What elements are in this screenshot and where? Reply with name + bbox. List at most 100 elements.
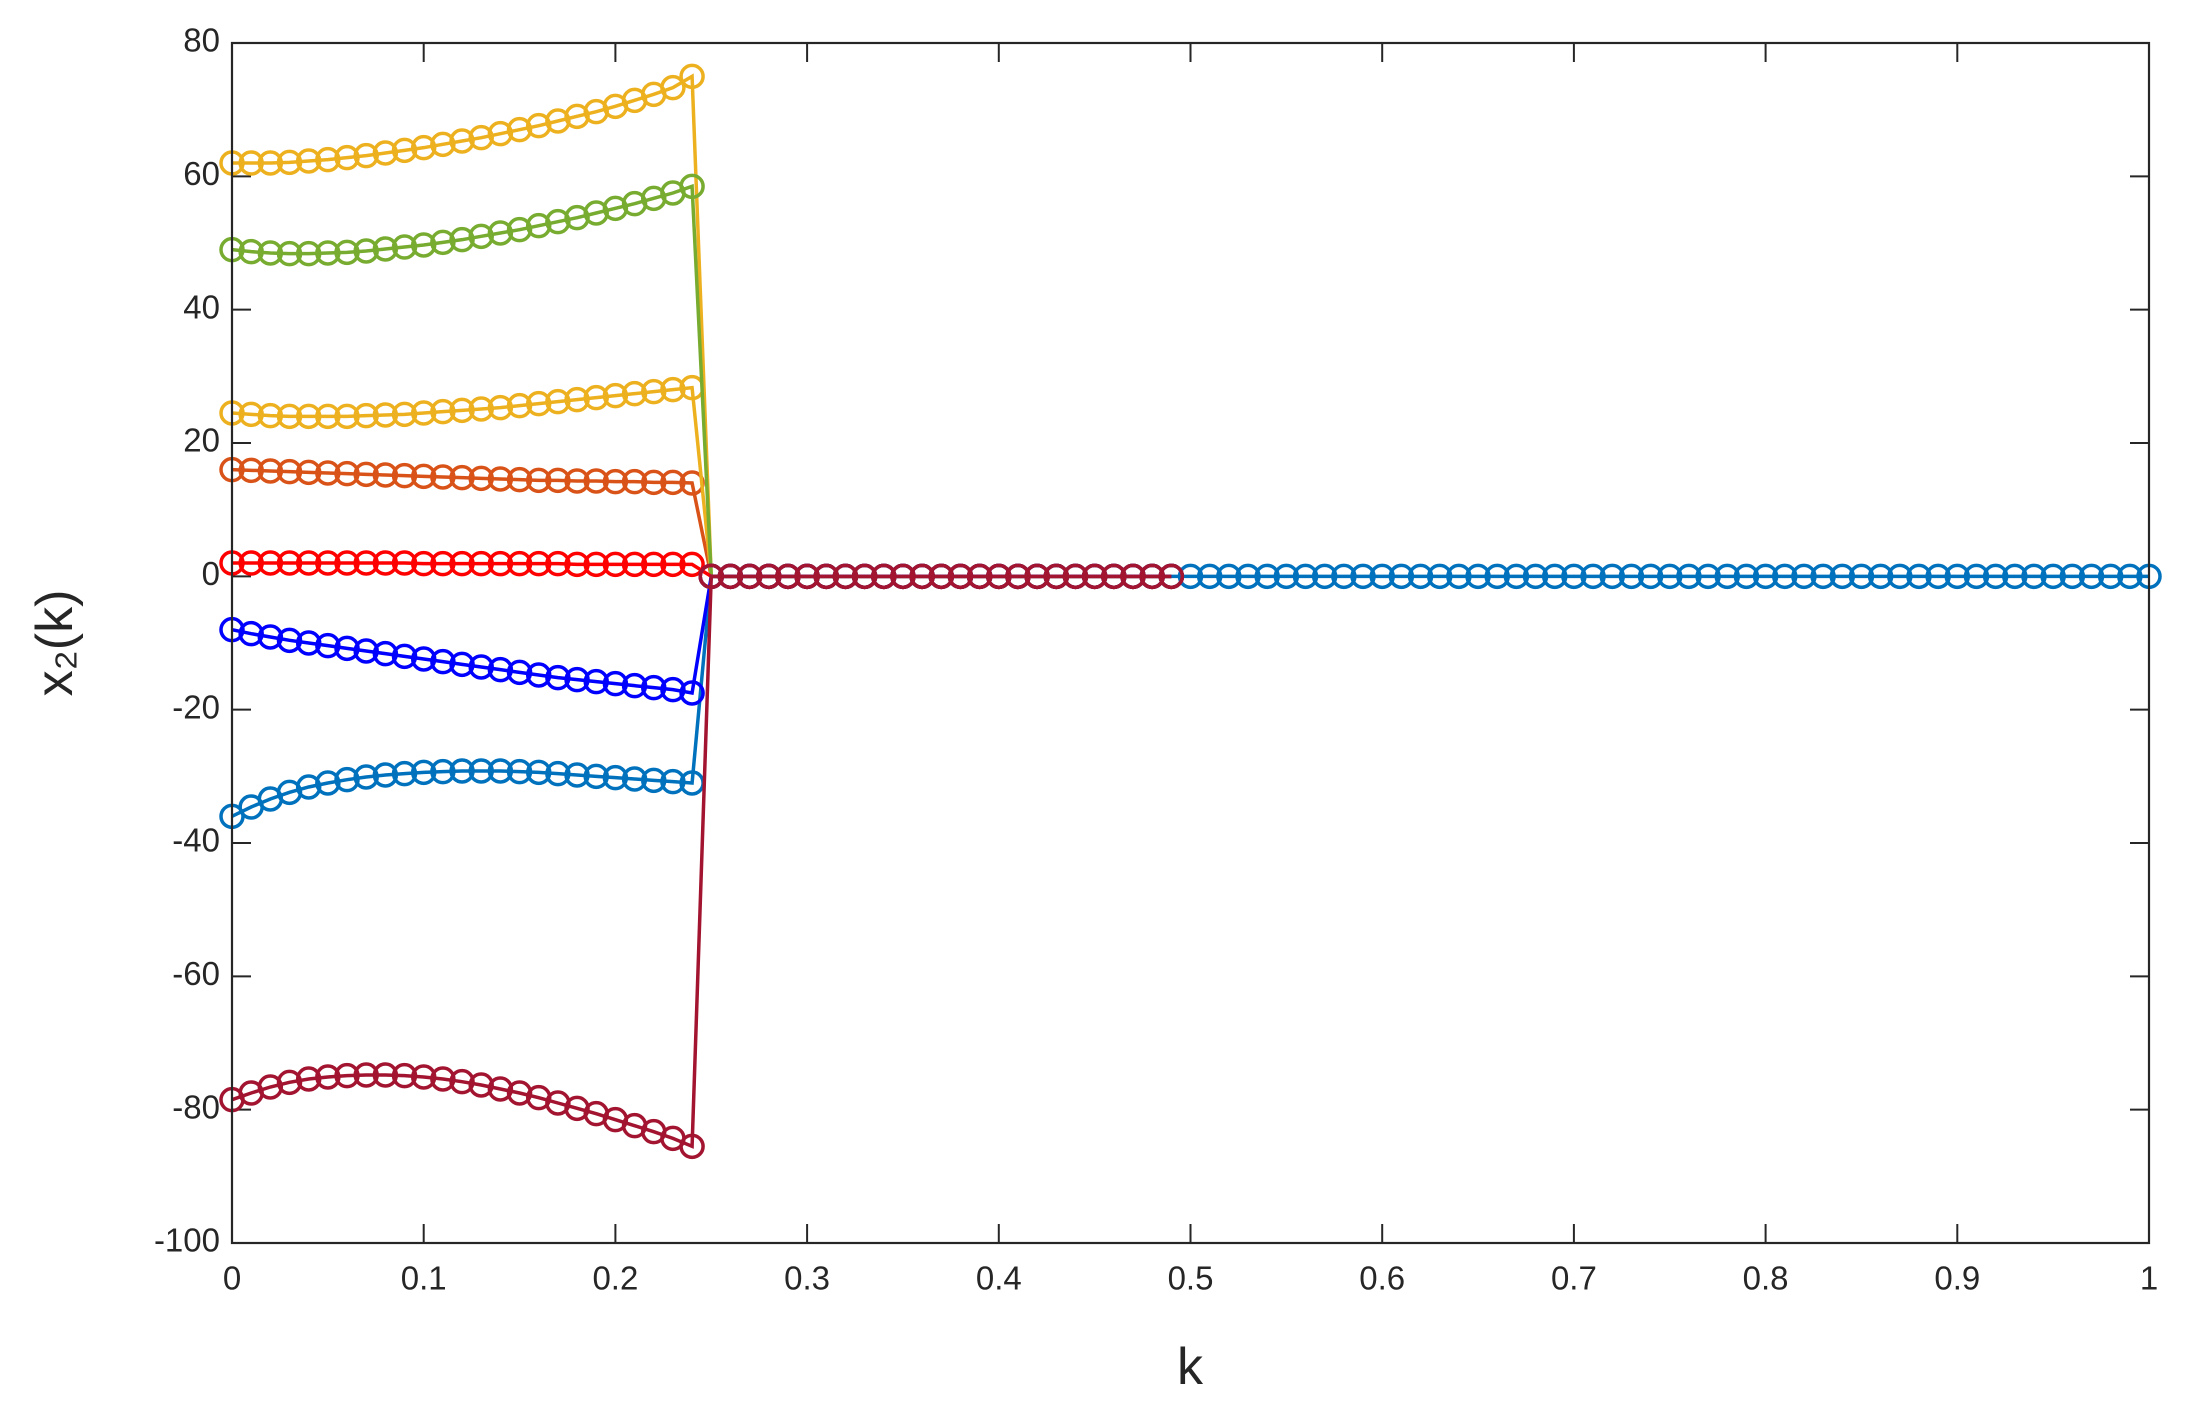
marker [1426, 563, 1453, 590]
marker [487, 120, 514, 147]
marker [506, 116, 533, 143]
x-tick-label: 0 [223, 1260, 241, 1297]
marker [506, 758, 533, 785]
marker [468, 396, 494, 422]
marker [583, 551, 609, 578]
marker [238, 457, 264, 484]
marker [315, 460, 341, 486]
marker [1561, 563, 1587, 590]
marker [545, 760, 571, 787]
y-tick-label: -20 [172, 688, 220, 725]
marker [391, 760, 418, 787]
marker [1331, 563, 1357, 590]
marker [353, 238, 379, 264]
marker [717, 563, 744, 590]
marker [1695, 563, 1721, 590]
series-line [231, 574, 1172, 1149]
x-tick-label: 0.4 [976, 1260, 1022, 1297]
marker [487, 550, 514, 577]
marker [410, 1064, 437, 1090]
marker [238, 401, 264, 428]
marker [775, 563, 801, 590]
marker [1580, 563, 1606, 590]
marker [986, 563, 1012, 590]
marker [410, 759, 437, 786]
marker [564, 551, 590, 578]
marker [449, 1068, 475, 1095]
marker [909, 563, 935, 590]
marker [679, 680, 705, 706]
marker [564, 386, 590, 413]
marker [2002, 563, 2028, 590]
x-tick-label: 0.6 [1359, 1260, 1405, 1297]
marker [506, 659, 533, 686]
marker [1982, 563, 2009, 590]
marker [602, 382, 629, 409]
marker [430, 398, 456, 425]
marker [353, 550, 379, 576]
marker [295, 459, 322, 486]
marker [1388, 563, 1415, 590]
marker [315, 550, 341, 576]
marker [353, 142, 379, 169]
marker [1618, 563, 1645, 590]
marker [430, 1066, 456, 1092]
marker [353, 764, 379, 790]
marker [487, 656, 514, 683]
marker [372, 236, 399, 262]
marker [430, 464, 456, 490]
marker [525, 550, 552, 577]
y-tick-label: -80 [172, 1088, 220, 1125]
x-tick-label: 0.3 [784, 1260, 830, 1297]
marker [334, 403, 360, 430]
marker [276, 1069, 303, 1096]
y-tick-label: 20 [183, 422, 220, 459]
marker [1043, 563, 1070, 590]
marker [334, 635, 360, 662]
marker [1599, 563, 1625, 590]
marker [353, 461, 379, 488]
x-tick-label: 0.7 [1551, 1260, 1597, 1297]
marker [545, 664, 571, 691]
y-tick-label: -100 [154, 1222, 220, 1259]
marker [928, 563, 955, 590]
marker [295, 550, 322, 576]
marker [545, 550, 571, 577]
y-tick-label: -40 [172, 822, 220, 859]
marker [1733, 563, 1760, 590]
marker [1005, 563, 1031, 590]
marker [449, 128, 475, 154]
marker [525, 390, 552, 417]
marker [602, 468, 629, 495]
marker [794, 563, 820, 590]
marker [736, 563, 763, 590]
marker [640, 469, 667, 496]
marker [583, 384, 609, 411]
marker [238, 550, 264, 576]
marker [564, 762, 590, 788]
marker [372, 402, 399, 428]
marker [391, 234, 418, 260]
marker [430, 550, 456, 577]
marker [506, 216, 533, 243]
marker [602, 670, 629, 697]
marker [449, 758, 475, 784]
marker [679, 173, 705, 200]
marker [1676, 563, 1702, 590]
marker [276, 403, 303, 430]
marker [621, 672, 648, 699]
marker [276, 240, 303, 267]
marker [334, 1062, 360, 1089]
marker [640, 767, 667, 794]
marker [257, 458, 284, 484]
y-tick-label: 0 [202, 555, 220, 592]
marker [410, 134, 437, 161]
marker [372, 140, 399, 166]
marker [295, 774, 322, 800]
marker [545, 467, 571, 494]
marker [391, 1062, 418, 1089]
marker [2059, 563, 2086, 590]
marker [1867, 563, 1894, 590]
marker [1446, 563, 1472, 590]
series-line [231, 574, 2149, 818]
